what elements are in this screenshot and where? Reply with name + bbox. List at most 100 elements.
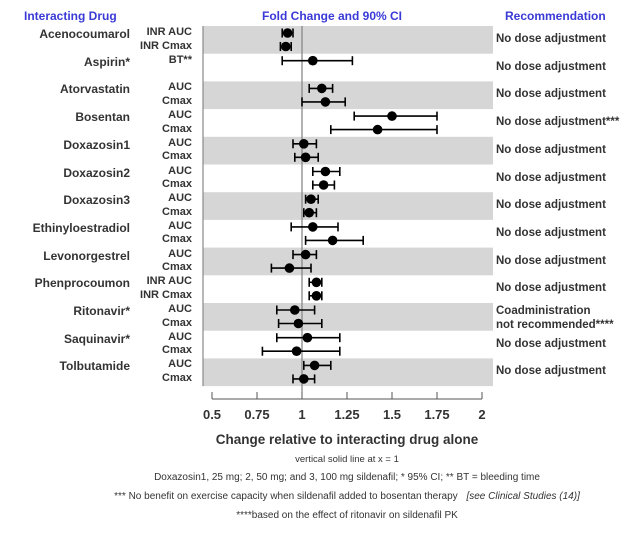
point-estimate xyxy=(318,180,329,190)
point-estimate xyxy=(308,222,318,232)
drug-label: Aspirin* xyxy=(83,54,130,69)
recommendation-line: No dose adjustment*** xyxy=(496,116,620,129)
x-tick-label: 1 xyxy=(298,407,306,422)
row-band xyxy=(203,81,493,110)
recommendation-text: No dose adjustment xyxy=(496,60,606,74)
metric-label: INR Cmax xyxy=(140,39,192,52)
row-band xyxy=(203,192,493,220)
recommendation-text: No dose adjustment xyxy=(496,198,606,212)
point-estimate xyxy=(306,194,316,204)
metric-label: Cmax xyxy=(162,344,192,357)
point-estimate xyxy=(291,346,302,357)
point-estimate xyxy=(317,83,327,94)
metric-label: AUC xyxy=(168,109,192,122)
point-estimate xyxy=(308,55,318,66)
note-doxazosin-dosing: Doxazosin1, 25 mg; 2, 50 mg; and 3, 100 … xyxy=(154,472,540,483)
recommendation-line: No dose adjustment xyxy=(496,33,606,45)
metric-label: Cmax xyxy=(162,122,192,135)
recommendation-text: No dose adjustment xyxy=(496,171,606,185)
recommendation-text: No dose adjustment xyxy=(496,143,606,157)
recommendation-line: Coadministration xyxy=(496,305,591,317)
metric-label: AUC xyxy=(168,164,192,177)
drug-label: Saquinavir* xyxy=(63,331,130,346)
drug-label: Doxazosin2 xyxy=(63,165,130,180)
point-estimate xyxy=(311,277,322,288)
metric-label: BT** xyxy=(168,53,192,66)
drug-label: Doxazosin1 xyxy=(63,137,130,152)
metric-label: Cmax xyxy=(162,261,192,274)
recommendation-text: No dose adjustment xyxy=(496,281,606,295)
drug-label: Ritonavir* xyxy=(73,304,130,318)
recommendation-line: No dose adjustment xyxy=(496,88,606,101)
note-ritonavir: ****based on the effect of ritonavir on … xyxy=(236,510,458,521)
recommendation-line: No dose adjustment xyxy=(496,337,606,350)
recommendation-text: No dose adjustment xyxy=(496,337,606,351)
note-bosentan-text: *** No benefit on exercise capacity when… xyxy=(114,491,458,502)
point-estimate xyxy=(300,249,311,260)
note-reference-line: vertical solid line at x = 1 xyxy=(295,454,399,465)
metric-label: INR Cmax xyxy=(140,288,192,301)
point-estimate xyxy=(320,97,331,107)
x-tick-label: 0.75 xyxy=(244,407,270,422)
point-estimate xyxy=(311,291,322,301)
metric-label: Cmax xyxy=(162,205,192,218)
point-estimate xyxy=(372,124,383,135)
point-estimate xyxy=(309,360,320,371)
x-tick-label: 1.25 xyxy=(334,407,360,422)
drug-label: Ethinyloestradiol xyxy=(32,220,130,235)
recommendation-line: No dose adjustment xyxy=(496,60,606,73)
metric-label: Cmax xyxy=(162,178,192,190)
x-tick-label: 2 xyxy=(478,407,486,422)
point-estimate xyxy=(304,207,315,218)
drug-label: Phenprocoumon xyxy=(34,276,130,291)
recommendation-text: No dose adjustment xyxy=(496,254,606,268)
recommendation-text: No dose adjustment*** xyxy=(496,115,619,129)
drug-label: Doxazosin3 xyxy=(63,193,130,208)
drug-label: Tolbutamide xyxy=(59,359,130,374)
recommendation-text: No dose adjustment xyxy=(496,226,606,240)
point-estimate xyxy=(302,332,313,343)
metric-label: Cmax xyxy=(162,150,192,163)
recommendation-line: not recommended**** xyxy=(496,319,614,331)
row-band xyxy=(203,358,493,387)
recommendation-line: No dose adjustment xyxy=(496,143,606,156)
recommendation-line: No dose adjustment xyxy=(496,226,606,239)
x-tick-label: 1.75 xyxy=(424,407,450,422)
recommendation-text: No dose adjustment xyxy=(496,32,606,46)
recommendation-text: No dose adjustment xyxy=(496,364,606,378)
row-band xyxy=(203,247,493,276)
x-tick-label: 1.5 xyxy=(382,407,402,422)
recommendation-line: No dose adjustment xyxy=(496,282,606,295)
metric-label: AUC xyxy=(168,358,192,371)
metric-label: AUC xyxy=(168,81,192,94)
row-band xyxy=(203,26,493,54)
x-axis-label: Change relative to interacting drug alon… xyxy=(215,432,479,447)
note-bosentan-ref[interactable]: [see Clinical Studies (14)] xyxy=(466,491,580,502)
point-estimate xyxy=(327,235,338,246)
metric-label: Cmax xyxy=(162,233,192,246)
recommendation-line: No dose adjustment xyxy=(496,365,606,378)
metric-label: AUC xyxy=(168,192,192,205)
header-fold-change: Fold Change and 90% CI xyxy=(262,9,403,23)
x-tick-label: 0.5 xyxy=(202,407,222,422)
point-estimate xyxy=(293,318,304,329)
recommendation-line: No dose adjustment xyxy=(496,171,606,184)
drug-label: Atorvastatin xyxy=(59,82,130,97)
point-estimate xyxy=(290,305,300,315)
recommendation-line: No dose adjustment xyxy=(496,199,606,212)
metric-label: Cmax xyxy=(162,371,192,384)
recommendation-text: No dose adjustment xyxy=(496,87,606,101)
point-estimate xyxy=(300,152,311,163)
metric-label: AUC xyxy=(168,136,192,149)
metric-label: Cmax xyxy=(162,316,192,329)
header-interacting-drug: Interacting Drug xyxy=(24,9,117,23)
drug-label: Levonorgestrel xyxy=(43,248,130,263)
point-estimate xyxy=(299,374,309,384)
point-estimate xyxy=(282,28,293,38)
metric-label: INR AUC xyxy=(146,26,192,38)
metric-label: AUC xyxy=(168,303,192,315)
metric-label: AUC xyxy=(168,219,192,232)
point-estimate xyxy=(387,111,397,121)
metric-label: AUC xyxy=(168,247,192,260)
